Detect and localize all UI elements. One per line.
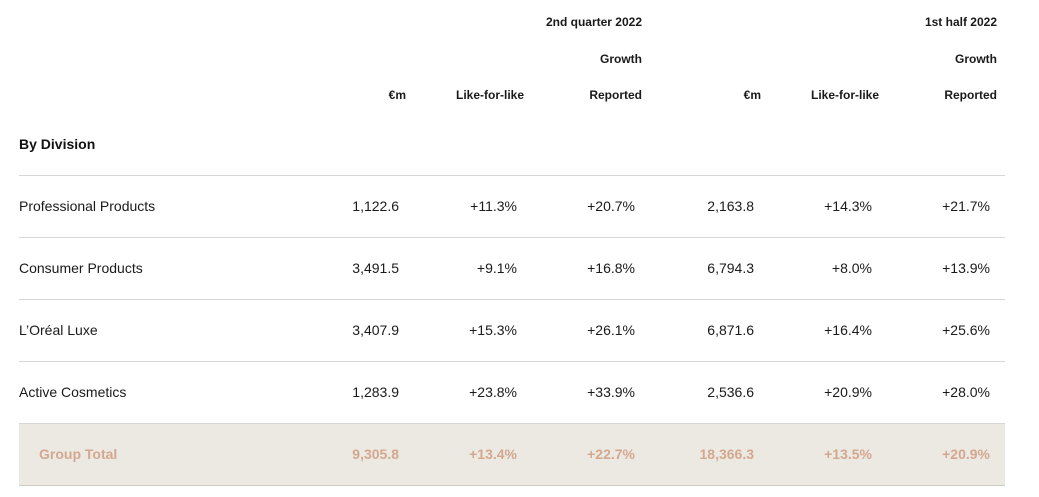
- cell-q2-like-for-like: +9.1%: [476, 260, 517, 276]
- cell-h1-like-for-like: +8.0%: [831, 260, 872, 276]
- cell-h1-value: 6,871.6: [707, 322, 754, 338]
- header-h1-title: 1st half 2022: [924, 15, 997, 29]
- col-header-q2-reported: Reported: [589, 88, 642, 102]
- divider: [19, 423, 1005, 424]
- header-h1-growth: Growth: [955, 52, 997, 66]
- cell-q2-value: 3,491.5: [352, 260, 399, 276]
- table-row: Consumer Products 3,491.5 +9.1% +16.8% 6…: [19, 238, 1005, 299]
- total-q2-reported: +22.7%: [587, 446, 635, 462]
- total-label: Group Total: [39, 446, 118, 462]
- cell-q2-reported: +26.1%: [587, 322, 635, 338]
- cell-h1-value: 6,794.3: [707, 260, 754, 276]
- table-row: L’Oréal Luxe 3,407.9 +15.3% +26.1% 6,871…: [19, 300, 1005, 361]
- cell-h1-reported: +21.7%: [942, 198, 990, 214]
- divider: [19, 485, 1005, 486]
- group-total-row: Group Total 9,305.8 +13.4% +22.7% 18,366…: [19, 424, 1005, 485]
- cell-h1-like-for-like: +14.3%: [824, 198, 872, 214]
- cell-q2-like-for-like: +15.3%: [469, 322, 517, 338]
- col-header-h1-like-for-like: Like-for-like: [810, 88, 879, 102]
- section-title: By Division: [19, 136, 96, 152]
- row-label: Professional Products: [19, 198, 156, 214]
- col-header-h1-value: €m: [743, 88, 761, 102]
- col-header-q2-value: €m: [388, 88, 406, 102]
- cell-q2-reported: +33.9%: [587, 384, 635, 400]
- row-label: L’Oréal Luxe: [19, 322, 98, 338]
- cell-q2-like-for-like: +23.8%: [469, 384, 517, 400]
- cell-h1-reported: +13.9%: [942, 260, 990, 276]
- cell-h1-like-for-like: +20.9%: [824, 384, 872, 400]
- header-q2-growth: Growth: [600, 52, 642, 66]
- total-q2-like-for-like: +13.4%: [469, 446, 517, 462]
- total-h1-like-for-like: +13.5%: [824, 446, 872, 462]
- divider: [19, 361, 1005, 362]
- cell-q2-like-for-like: +11.3%: [470, 198, 517, 214]
- cell-q2-reported: +20.7%: [587, 198, 635, 214]
- divider: [19, 237, 1005, 238]
- total-q2-value: 9,305.8: [352, 446, 399, 462]
- cell-q2-value: 1,122.6: [352, 198, 399, 214]
- total-h1-value: 18,366.3: [699, 446, 755, 462]
- col-header-h1-reported: Reported: [944, 88, 997, 102]
- row-label: Active Cosmetics: [19, 384, 127, 400]
- table-row: Active Cosmetics 1,283.9 +23.8% +33.9% 2…: [19, 362, 1005, 423]
- total-h1-reported: +20.9%: [942, 446, 990, 462]
- cell-h1-value: 2,536.6: [707, 384, 754, 400]
- cell-h1-reported: +28.0%: [942, 384, 990, 400]
- cell-q2-value: 3,407.9: [352, 322, 399, 338]
- cell-h1-reported: +25.6%: [942, 322, 990, 338]
- header-q2-title: 2nd quarter 2022: [545, 15, 642, 29]
- col-header-q2-like-for-like: Like-for-like: [455, 88, 524, 102]
- cell-q2-value: 1,283.9: [352, 384, 399, 400]
- cell-h1-value: 2,163.8: [707, 198, 754, 214]
- table-row: Professional Products 1,122.6 +11.3% +20…: [19, 176, 1005, 237]
- divider: [19, 299, 1005, 300]
- cell-q2-reported: +16.8%: [587, 260, 635, 276]
- cell-h1-like-for-like: +16.4%: [824, 322, 872, 338]
- divider: [19, 175, 1005, 176]
- row-label: Consumer Products: [19, 260, 143, 276]
